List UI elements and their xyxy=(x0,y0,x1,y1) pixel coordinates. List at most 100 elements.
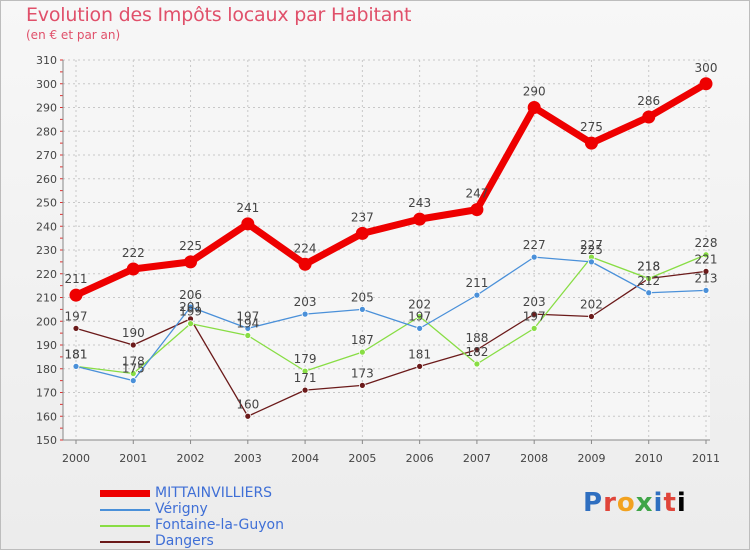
data-label: 202 xyxy=(580,298,603,312)
y-tick-label: 240 xyxy=(36,220,57,233)
data-label: 227 xyxy=(580,238,603,252)
chart-subtitle: (en € et par an) xyxy=(26,28,121,42)
legend-swatch xyxy=(100,490,150,497)
data-label: 237 xyxy=(351,210,374,224)
data-point xyxy=(530,310,538,318)
y-tick-label: 250 xyxy=(36,197,57,210)
data-label: 201 xyxy=(179,300,202,314)
y-tick-label: 210 xyxy=(36,292,57,305)
x-tick-label: 2007 xyxy=(463,452,491,465)
x-tick-label: 2003 xyxy=(234,452,262,465)
data-point xyxy=(416,362,424,370)
data-label: 221 xyxy=(695,252,718,266)
data-label: 203 xyxy=(523,295,546,309)
data-label: 228 xyxy=(695,236,718,250)
data-label: 171 xyxy=(294,371,317,385)
data-point xyxy=(642,110,656,124)
data-point xyxy=(187,303,194,311)
data-point xyxy=(527,101,541,114)
data-point xyxy=(129,377,137,385)
legend-label: Vérigny xyxy=(155,501,208,517)
y-tick-label: 260 xyxy=(36,173,57,186)
x-tick-label: 2004 xyxy=(291,452,319,465)
data-label: 160 xyxy=(236,397,259,411)
data-point xyxy=(588,313,595,320)
x-tick-label: 2011 xyxy=(692,452,720,465)
y-tick-label: 220 xyxy=(36,268,57,281)
data-point xyxy=(72,324,80,332)
data-label: 202 xyxy=(408,298,431,312)
data-label: 211 xyxy=(65,272,88,286)
data-label: 218 xyxy=(637,260,660,274)
y-tick-label: 290 xyxy=(36,102,57,115)
data-point xyxy=(355,226,369,240)
data-label: 173 xyxy=(351,366,374,380)
data-label: 203 xyxy=(294,295,317,309)
legend-label: Dangers xyxy=(155,533,214,549)
data-label: 222 xyxy=(122,246,145,260)
data-label: 213 xyxy=(695,271,718,285)
data-label: 243 xyxy=(408,196,431,210)
data-label: 218 xyxy=(637,260,660,274)
data-point xyxy=(702,251,710,259)
data-label: 275 xyxy=(580,120,603,134)
data-label: 194 xyxy=(236,317,259,331)
legend-label: MITTAINVILLIERS xyxy=(155,485,273,501)
legend-swatch xyxy=(100,541,150,543)
data-point xyxy=(473,346,481,354)
data-point xyxy=(126,262,140,276)
data-point xyxy=(298,257,312,271)
data-label: 224 xyxy=(294,241,317,255)
data-label: 300 xyxy=(695,61,718,75)
x-tick-label: 2008 xyxy=(520,452,548,465)
data-label: 197 xyxy=(408,309,431,323)
data-label: 211 xyxy=(465,276,488,290)
data-label: 247 xyxy=(465,187,488,201)
data-label: 187 xyxy=(351,333,374,347)
data-point xyxy=(301,310,309,318)
data-point xyxy=(129,370,137,377)
data-label: 225 xyxy=(580,243,603,257)
data-label: 175 xyxy=(122,362,145,376)
data-label: 199 xyxy=(179,305,202,319)
data-label: 197 xyxy=(65,309,88,323)
data-label: 241 xyxy=(236,201,259,215)
data-point xyxy=(244,412,252,420)
data-label: 206 xyxy=(179,288,202,302)
legend-swatch xyxy=(100,509,150,511)
data-label: 181 xyxy=(65,347,88,361)
data-point xyxy=(416,313,424,320)
data-point xyxy=(184,255,198,269)
data-point xyxy=(69,288,83,302)
data-label: 181 xyxy=(408,347,431,361)
chart-title: Evolution des Impôts locaux par Habitant xyxy=(26,4,412,26)
data-point xyxy=(702,286,710,294)
x-tick-label: 2010 xyxy=(635,452,663,465)
data-point xyxy=(473,291,481,299)
y-tick-label: 230 xyxy=(36,244,57,257)
data-label: 178 xyxy=(122,355,145,369)
data-point xyxy=(358,381,366,389)
data-label: 197 xyxy=(523,309,546,323)
y-tick-label: 160 xyxy=(36,410,57,423)
data-point xyxy=(358,305,366,313)
data-label: 182 xyxy=(465,345,488,359)
y-tick-label: 190 xyxy=(36,339,57,352)
y-tick-label: 310 xyxy=(36,54,57,67)
data-label: 205 xyxy=(351,290,374,304)
y-tick-label: 270 xyxy=(36,149,57,162)
data-point xyxy=(530,324,538,332)
x-tick-label: 2005 xyxy=(348,452,376,465)
data-label: 290 xyxy=(523,85,546,99)
proxiti-logo: Proxiti xyxy=(583,488,687,518)
data-point xyxy=(416,324,424,332)
data-point xyxy=(241,217,255,231)
series-line-0 xyxy=(72,80,710,299)
plot-area xyxy=(63,60,710,440)
data-label: 188 xyxy=(465,331,488,345)
x-tick-label: 2009 xyxy=(577,452,605,465)
data-point xyxy=(244,332,252,339)
y-tick-label: 280 xyxy=(36,125,57,138)
y-tick-label: 200 xyxy=(36,315,57,328)
